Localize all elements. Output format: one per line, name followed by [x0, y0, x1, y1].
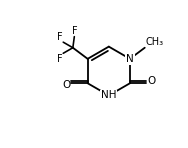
- Text: O: O: [62, 80, 70, 90]
- Text: F: F: [57, 54, 63, 64]
- Text: NH: NH: [101, 90, 117, 100]
- Text: CH₃: CH₃: [146, 37, 164, 47]
- Text: F: F: [71, 26, 77, 36]
- Text: O: O: [147, 76, 156, 86]
- Text: N: N: [126, 54, 134, 64]
- Text: F: F: [57, 32, 63, 42]
